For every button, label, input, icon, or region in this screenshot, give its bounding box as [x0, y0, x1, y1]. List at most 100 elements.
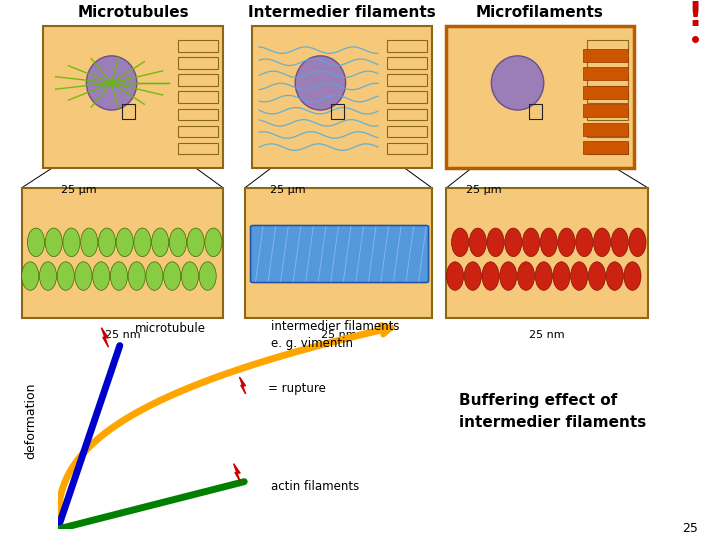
- Polygon shape: [240, 377, 246, 394]
- Ellipse shape: [40, 262, 57, 291]
- Ellipse shape: [134, 228, 151, 256]
- Bar: [583, 141, 628, 154]
- Bar: [179, 109, 217, 120]
- Ellipse shape: [611, 228, 629, 256]
- Bar: [331, 104, 344, 119]
- Bar: [446, 188, 648, 318]
- Bar: [122, 104, 135, 119]
- Ellipse shape: [558, 228, 575, 256]
- Bar: [587, 143, 628, 154]
- Ellipse shape: [204, 228, 222, 256]
- Text: 25 nm: 25 nm: [104, 330, 140, 341]
- Polygon shape: [102, 328, 109, 347]
- Ellipse shape: [27, 228, 45, 256]
- Ellipse shape: [169, 228, 186, 256]
- Bar: [245, 188, 432, 318]
- Bar: [387, 40, 426, 52]
- Ellipse shape: [57, 262, 74, 291]
- Text: Microfilaments: Microfilaments: [476, 5, 604, 21]
- Text: 25 μm: 25 μm: [466, 185, 502, 195]
- Ellipse shape: [482, 262, 499, 291]
- Ellipse shape: [518, 262, 534, 291]
- Bar: [387, 57, 426, 69]
- Text: intermedier filaments: intermedier filaments: [271, 320, 400, 333]
- Bar: [179, 40, 217, 52]
- Bar: [179, 143, 217, 154]
- Bar: [587, 91, 628, 103]
- Ellipse shape: [491, 56, 544, 110]
- Text: deformation: deformation: [24, 383, 37, 460]
- Text: 25 nm: 25 nm: [529, 330, 565, 341]
- Ellipse shape: [576, 228, 593, 256]
- Text: e. g. vimentin: e. g. vimentin: [271, 337, 354, 350]
- Bar: [528, 104, 542, 119]
- Bar: [446, 26, 634, 168]
- Ellipse shape: [624, 262, 641, 291]
- Ellipse shape: [295, 56, 346, 110]
- Bar: [387, 91, 426, 103]
- Text: = rupture: = rupture: [268, 382, 325, 395]
- Text: 25 μm: 25 μm: [61, 185, 97, 195]
- Ellipse shape: [75, 262, 92, 291]
- Ellipse shape: [464, 262, 482, 291]
- Ellipse shape: [588, 262, 606, 291]
- Bar: [587, 75, 628, 86]
- Text: Buffering effect of
intermedier filaments: Buffering effect of intermedier filament…: [459, 393, 647, 430]
- Bar: [179, 126, 217, 137]
- Bar: [387, 75, 426, 86]
- Ellipse shape: [500, 262, 517, 291]
- Text: !: !: [687, 0, 703, 33]
- Ellipse shape: [553, 262, 570, 291]
- Text: 25 nm: 25 nm: [320, 330, 356, 341]
- Bar: [587, 126, 628, 137]
- Text: microtubule: microtubule: [135, 322, 207, 335]
- Bar: [583, 68, 628, 80]
- Bar: [179, 75, 217, 86]
- Ellipse shape: [629, 228, 646, 256]
- Ellipse shape: [45, 228, 63, 256]
- Ellipse shape: [63, 228, 80, 256]
- Bar: [387, 143, 426, 154]
- Bar: [252, 26, 432, 168]
- Text: 25 μm: 25 μm: [270, 185, 306, 195]
- Text: Microtubules: Microtubules: [77, 5, 189, 21]
- Ellipse shape: [469, 228, 487, 256]
- Ellipse shape: [93, 262, 109, 291]
- Ellipse shape: [523, 228, 539, 256]
- Ellipse shape: [86, 56, 137, 110]
- Ellipse shape: [606, 262, 624, 291]
- Bar: [587, 109, 628, 120]
- Ellipse shape: [571, 262, 588, 291]
- Ellipse shape: [81, 228, 98, 256]
- Bar: [583, 49, 628, 62]
- Text: Intermedier filaments: Intermedier filaments: [248, 5, 436, 21]
- Bar: [583, 86, 628, 99]
- Ellipse shape: [181, 262, 199, 291]
- Bar: [583, 123, 628, 136]
- Bar: [583, 104, 628, 117]
- Bar: [179, 91, 217, 103]
- Ellipse shape: [152, 228, 168, 256]
- Bar: [387, 109, 426, 120]
- Bar: [22, 188, 223, 318]
- Ellipse shape: [487, 228, 504, 256]
- FancyBboxPatch shape: [251, 226, 428, 282]
- Ellipse shape: [593, 228, 611, 256]
- Ellipse shape: [163, 262, 181, 291]
- Ellipse shape: [199, 262, 216, 291]
- Polygon shape: [233, 464, 240, 482]
- Ellipse shape: [128, 262, 145, 291]
- Ellipse shape: [22, 262, 39, 291]
- Ellipse shape: [187, 228, 204, 256]
- Ellipse shape: [446, 262, 464, 291]
- Ellipse shape: [540, 228, 557, 256]
- Ellipse shape: [146, 262, 163, 291]
- Ellipse shape: [451, 228, 469, 256]
- Bar: [587, 57, 628, 69]
- Ellipse shape: [99, 228, 115, 256]
- Text: 25: 25: [683, 522, 698, 535]
- Ellipse shape: [116, 228, 133, 256]
- Bar: [179, 57, 217, 69]
- Bar: [587, 40, 628, 52]
- Bar: [387, 126, 426, 137]
